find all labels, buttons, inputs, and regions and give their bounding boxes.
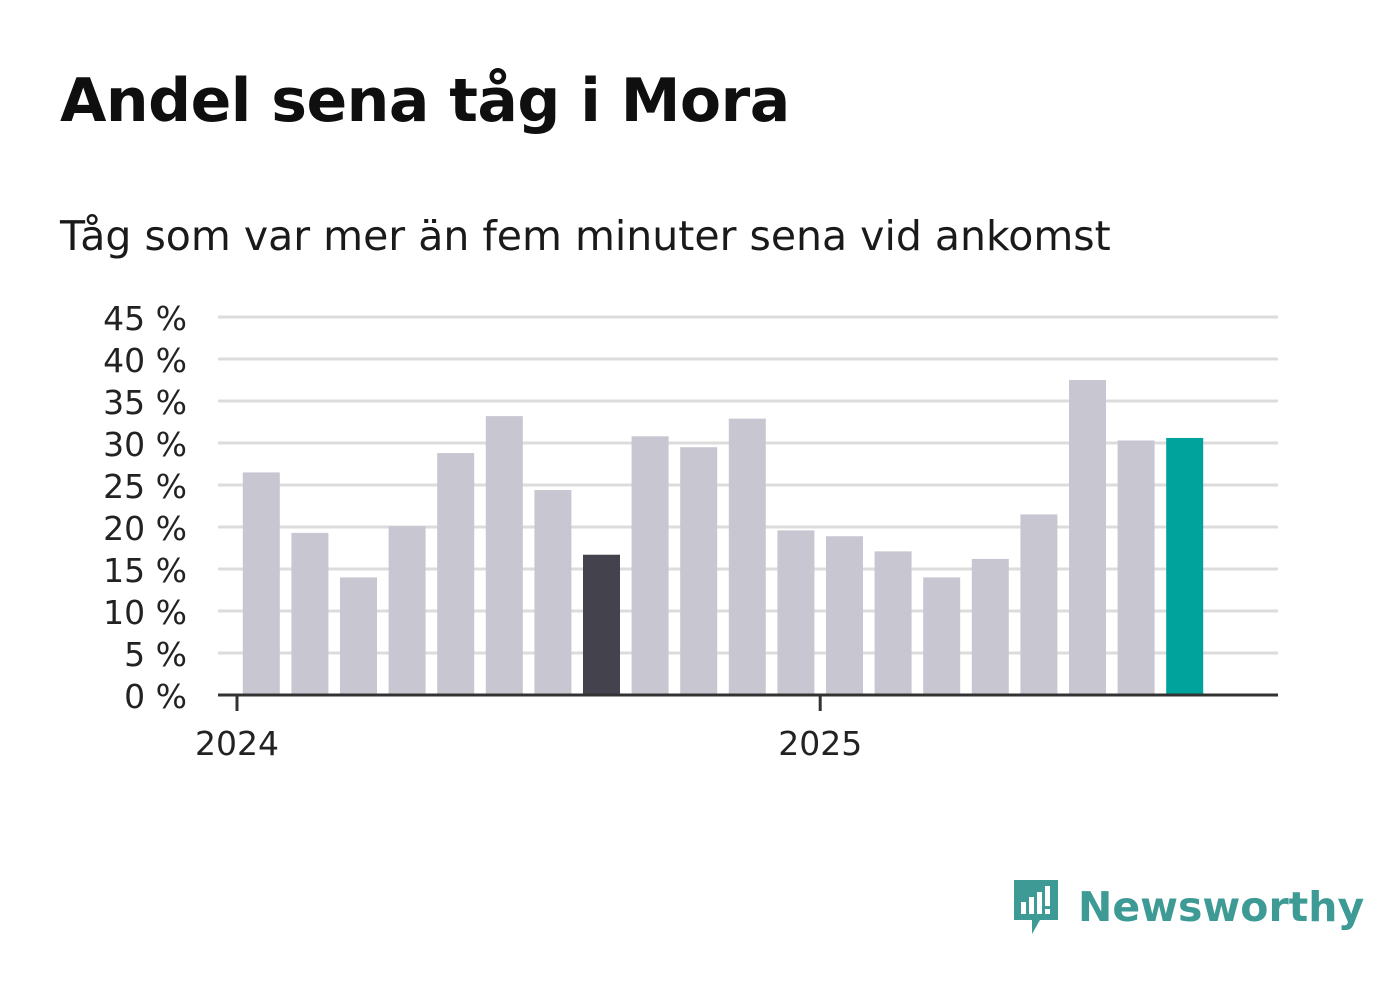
bar-2024-07 — [534, 490, 572, 695]
axes: 0 %5 %10 %15 %20 %25 %30 %35 %40 %45 % 20… — [103, 299, 1278, 763]
y-tick-label: 45 % — [103, 299, 187, 338]
y-tick-label: 20 % — [103, 509, 187, 548]
bar-2024-09 — [631, 436, 669, 695]
brand-logo: Newsworthy — [1010, 876, 1364, 938]
bar-2024-03 — [340, 577, 377, 695]
y-tick-label: 25 % — [103, 467, 187, 506]
bar-2024-08 — [583, 554, 620, 695]
x-tick-label: 2024 — [195, 724, 279, 763]
y-tick-label: 30 % — [103, 425, 187, 464]
bar-2025-04 — [971, 558, 1009, 695]
bar-2025-03 — [923, 577, 961, 695]
y-tick-label: 15 % — [103, 551, 187, 590]
bar-2024-06 — [485, 416, 523, 695]
bar-2025-05 — [1020, 514, 1058, 695]
bar-2024-12 — [777, 530, 815, 695]
bar-2025-01 — [826, 536, 863, 695]
y-tick-label: 10 % — [103, 593, 187, 632]
bar-2025-08 — [1166, 437, 1204, 695]
y-tick-label: 0 % — [124, 677, 187, 716]
chart-subtitle: Tåg som var mer än fem minuter sena vid … — [60, 212, 1111, 260]
bar-2024-11 — [728, 418, 766, 695]
chart-title: Andel sena tåg i Mora — [60, 66, 790, 136]
bar-2025-07 — [1117, 440, 1155, 695]
bar-2024-05 — [437, 453, 475, 695]
bar-2024-02 — [291, 532, 329, 695]
brand-name: Newsworthy — [1078, 883, 1365, 931]
newsworthy-logo-icon — [1014, 880, 1058, 934]
bar-2025-02 — [874, 551, 912, 695]
y-tick-label: 35 % — [103, 383, 187, 422]
y-tick-label: 5 % — [124, 635, 187, 674]
bar-2024-04 — [388, 526, 426, 695]
bar-chart: 0 %5 %10 %15 %20 %25 %30 %35 %40 %45 % 20… — [103, 299, 1278, 763]
y-tick-label: 40 % — [103, 341, 187, 380]
bar-2025-06 — [1069, 380, 1106, 695]
bar-2024-10 — [680, 447, 718, 695]
x-tick-label: 2025 — [778, 724, 862, 763]
bar-2024-01 — [242, 472, 280, 695]
bars — [242, 380, 1204, 695]
